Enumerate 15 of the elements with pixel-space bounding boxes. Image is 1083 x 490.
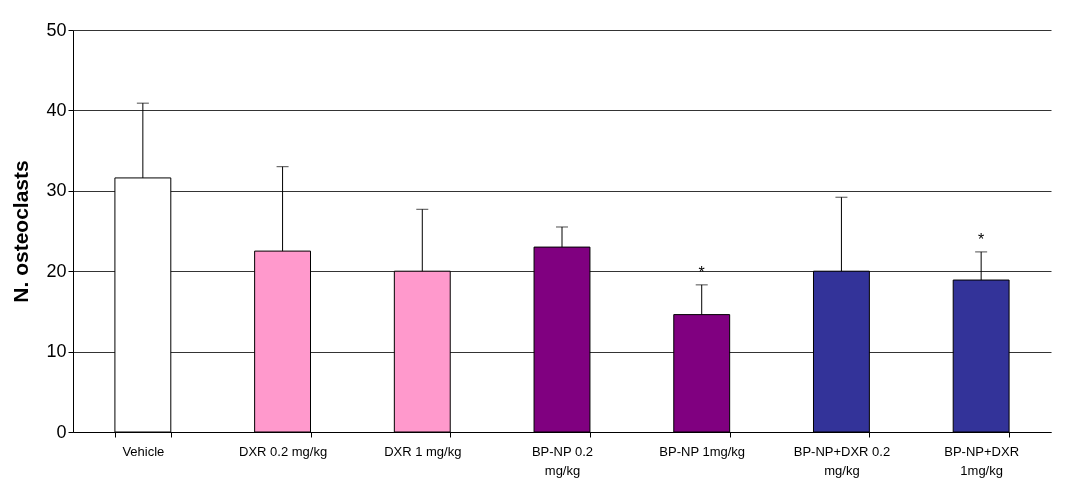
y-tick-label: 30 xyxy=(46,180,67,201)
x-tick-label: DXR 1 mg/kg xyxy=(384,443,462,459)
x-tick-label: BP-NP+DXR 1mg/kg xyxy=(944,443,1020,478)
y-tick-label: 20 xyxy=(46,260,67,281)
x-tick-label: BP-NP+DXR 0.2 mg/kg xyxy=(793,443,891,478)
x-tick-label: BP-NP 1mg/kg xyxy=(659,443,746,459)
y-tick-label: 0 xyxy=(56,421,67,442)
x-tick-label: Vehicle xyxy=(122,443,165,459)
y-axis-title: N. osteoclasts xyxy=(9,160,33,303)
y-tick-label: 10 xyxy=(46,341,67,362)
y-tick-label: 50 xyxy=(46,19,67,40)
x-tick-label: BP-NP 0.2 mg/kg xyxy=(531,443,594,478)
x-tick-label: DXR 0.2 mg/kg xyxy=(238,443,328,459)
annotation: * xyxy=(978,230,985,248)
y-tick-label: 40 xyxy=(46,99,67,120)
